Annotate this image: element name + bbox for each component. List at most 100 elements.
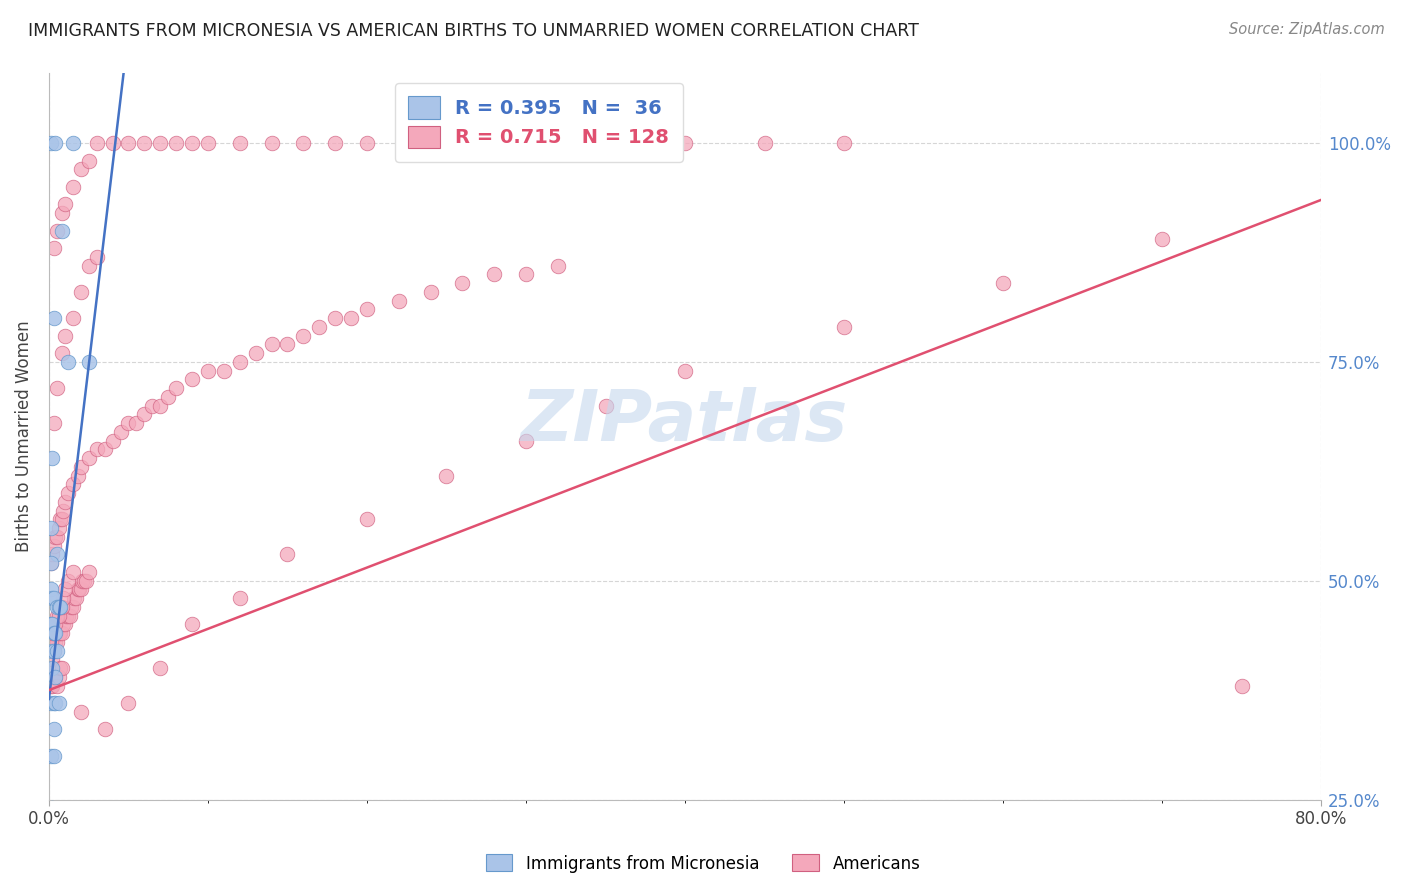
Point	[45, 635, 67, 649]
Point	[165, 136, 187, 150]
Point	[86, 442, 108, 457]
Point	[62, 599, 84, 614]
Y-axis label: Births to Unmarried Women: Births to Unmarried Women	[15, 320, 32, 552]
Point	[673, 136, 696, 150]
Point	[134, 136, 156, 150]
Point	[229, 355, 252, 369]
Point	[41, 451, 63, 466]
Point	[48, 599, 70, 614]
Point	[41, 652, 63, 666]
Point	[77, 451, 100, 466]
Text: IMMIGRANTS FROM MICRONESIA VS AMERICAN BIRTHS TO UNMARRIED WOMEN CORRELATION CHA: IMMIGRANTS FROM MICRONESIA VS AMERICAN B…	[28, 22, 920, 40]
Point	[62, 136, 84, 150]
Point	[515, 136, 537, 150]
Point	[51, 626, 73, 640]
Point	[117, 696, 139, 710]
Point	[69, 162, 91, 177]
Point	[73, 574, 96, 588]
Point	[157, 390, 180, 404]
Point	[754, 136, 776, 150]
Point	[51, 661, 73, 675]
Point	[51, 599, 73, 614]
Point	[419, 285, 441, 299]
Point	[212, 363, 235, 377]
Point	[48, 696, 70, 710]
Point	[39, 582, 62, 597]
Point	[60, 599, 83, 614]
Point	[49, 661, 72, 675]
Point	[39, 696, 62, 710]
Text: ZIPatlas: ZIPatlas	[522, 387, 849, 456]
Point	[39, 661, 62, 675]
Point	[356, 136, 378, 150]
Point	[515, 268, 537, 282]
Point	[41, 591, 63, 606]
Point	[451, 276, 474, 290]
Point	[63, 591, 86, 606]
Point	[42, 241, 65, 255]
Point	[45, 530, 67, 544]
Point	[42, 643, 65, 657]
Point	[197, 363, 219, 377]
Point	[165, 381, 187, 395]
Point	[41, 617, 63, 632]
Point	[55, 608, 77, 623]
Point	[42, 416, 65, 430]
Point	[48, 670, 70, 684]
Point	[53, 495, 76, 509]
Point	[292, 328, 315, 343]
Point	[39, 679, 62, 693]
Point	[45, 381, 67, 395]
Point	[48, 608, 70, 623]
Point	[991, 276, 1014, 290]
Point	[72, 574, 94, 588]
Point	[49, 512, 72, 526]
Point	[77, 153, 100, 168]
Point	[39, 556, 62, 570]
Point	[65, 591, 87, 606]
Point	[323, 311, 346, 326]
Point	[482, 268, 505, 282]
Point	[547, 259, 569, 273]
Point	[62, 179, 84, 194]
Point	[41, 801, 63, 815]
Point	[41, 661, 63, 675]
Point	[48, 626, 70, 640]
Point	[56, 486, 79, 500]
Text: Source: ZipAtlas.com: Source: ZipAtlas.com	[1229, 22, 1385, 37]
Point	[69, 459, 91, 474]
Point	[229, 136, 252, 150]
Point	[42, 723, 65, 737]
Point	[117, 136, 139, 150]
Point	[42, 670, 65, 684]
Point	[44, 530, 66, 544]
Point	[86, 250, 108, 264]
Point	[56, 574, 79, 588]
Point	[39, 748, 62, 763]
Point	[44, 626, 66, 640]
Point	[42, 748, 65, 763]
Point	[44, 696, 66, 710]
Point	[53, 197, 76, 211]
Point	[42, 696, 65, 710]
Point	[149, 399, 172, 413]
Point	[77, 259, 100, 273]
Legend: R = 0.395   N =  36, R = 0.715   N = 128: R = 0.395 N = 36, R = 0.715 N = 128	[395, 83, 682, 161]
Point	[69, 705, 91, 719]
Point	[93, 723, 115, 737]
Point	[39, 136, 62, 150]
Point	[276, 337, 298, 351]
Point	[1230, 679, 1253, 693]
Point	[45, 608, 67, 623]
Point	[44, 617, 66, 632]
Point	[53, 617, 76, 632]
Point	[110, 425, 132, 439]
Point	[149, 661, 172, 675]
Point	[44, 635, 66, 649]
Point	[436, 136, 458, 150]
Point	[69, 582, 91, 597]
Point	[51, 346, 73, 360]
Point	[595, 136, 617, 150]
Point	[45, 679, 67, 693]
Point	[101, 434, 124, 448]
